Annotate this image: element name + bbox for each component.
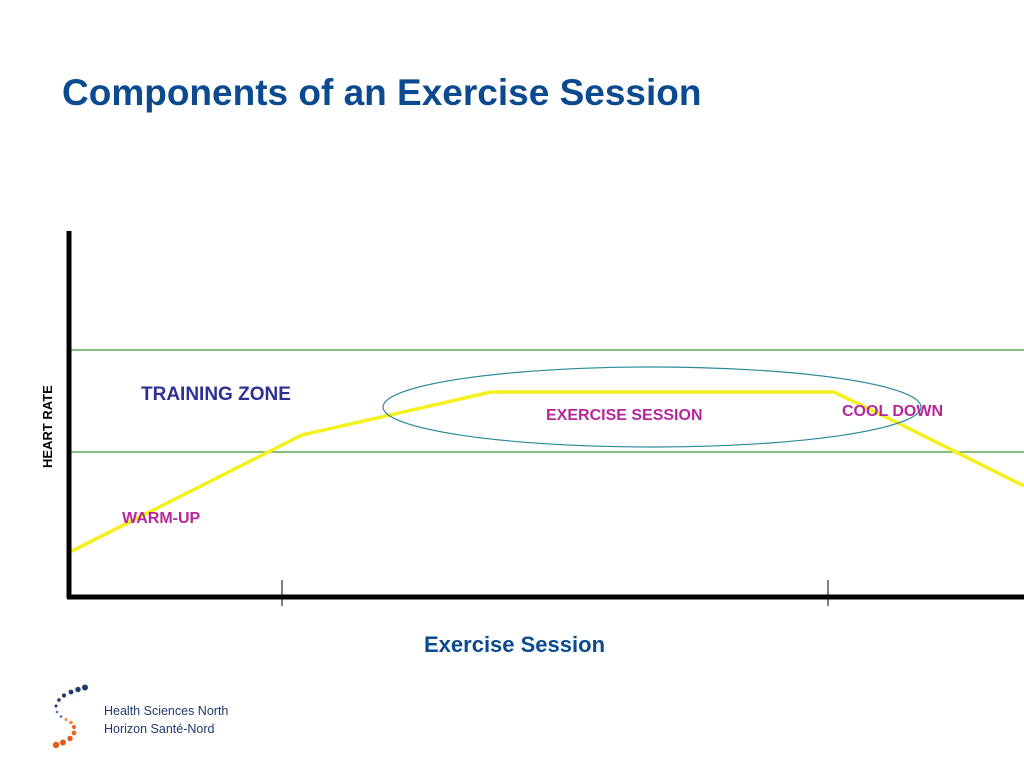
dotted-s-logo-icon: [52, 684, 88, 749]
slide-title: Components of an Exercise Session: [62, 72, 702, 113]
health-sciences-north-logo: Health Sciences North Horizon Santé-Nord: [50, 684, 250, 756]
y-axis-label: HEART RATE: [40, 385, 55, 468]
cooldown-label: COOL DOWN: [842, 403, 943, 420]
training-zone-label: TRAINING ZONE: [141, 384, 291, 405]
heart-rate-curve: [67, 390, 1024, 555]
x-axis-label: Exercise Session: [424, 632, 605, 657]
warmup-label: WARM-UP: [122, 510, 201, 527]
logo-line-2: Horizon Santé-Nord: [104, 722, 215, 736]
exercise-session-ellipse: [382, 366, 922, 448]
logo-line-1: Health Sciences North: [104, 704, 229, 718]
exercise-session-label: EXERCISE SESSION: [546, 407, 703, 424]
